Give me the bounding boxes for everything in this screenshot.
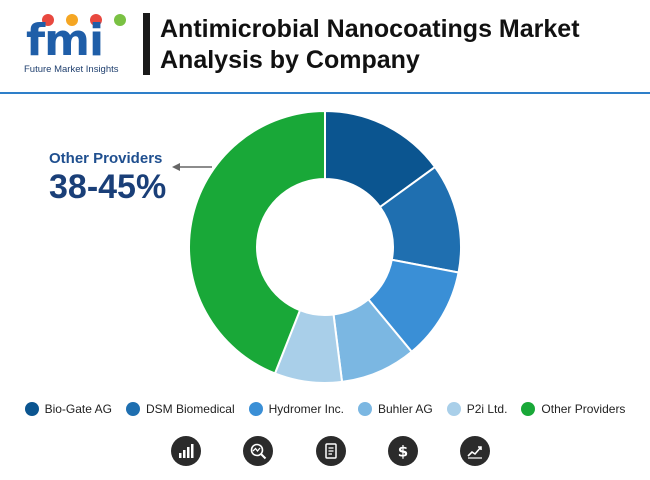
legend-label: Buhler AG <box>378 402 433 416</box>
legend-swatch <box>446 402 461 416</box>
footer-icon-row: $ <box>0 436 650 470</box>
title-accent-bar <box>143 13 150 75</box>
logo-dots-icon <box>32 14 128 28</box>
logo-tagline: Future Market Insights <box>24 64 119 75</box>
donut-slice-other-providers <box>188 109 326 375</box>
fmi-logo: fmi Future Market Insights <box>20 10 135 80</box>
callout-label: Other Providers <box>49 150 163 167</box>
legend-item: DSM Biomedical <box>125 402 235 416</box>
callout-value: 38-45% <box>49 168 167 206</box>
magnifier-chart-icon <box>243 436 273 466</box>
title-line-1: Antimicrobial Nanocoatings Market <box>160 15 580 43</box>
legend-swatch <box>358 402 372 416</box>
legend-item: Other Providers <box>521 402 625 416</box>
logo-letters: fmi <box>26 15 104 66</box>
legend-swatch <box>24 402 39 416</box>
svg-text:$: $ <box>398 443 408 461</box>
legend-item: Hydromer Inc. <box>248 402 344 416</box>
legend-item: Bio-Gate AG <box>24 402 112 416</box>
callout-arrow-head <box>172 163 180 171</box>
legend-swatch <box>125 402 140 416</box>
document-icon <box>316 436 346 466</box>
legend-item: Buhler AG <box>358 402 433 416</box>
legend-swatch <box>521 402 536 416</box>
legend-label: Hydromer Inc. <box>268 402 344 416</box>
trend-line-icon <box>460 436 490 466</box>
legend-swatch <box>248 402 263 416</box>
title-line-2: Analysis by Company <box>160 46 420 74</box>
legend-item: P2i Ltd. <box>446 402 508 416</box>
header-divider <box>0 92 650 94</box>
chart-legend: Bio-Gate AG DSM Biomedical Hydromer Inc. Bu… <box>0 398 650 420</box>
dollar-icon: $ <box>388 436 418 466</box>
donut-chart <box>172 109 462 384</box>
page-title: Antimicrobial Nanocoatings Market Analys… <box>160 14 630 76</box>
legend-label: Other Providers <box>541 402 626 416</box>
bar-chart-icon <box>171 436 201 466</box>
legend-label: Bio-Gate AG <box>44 402 112 416</box>
legend-label: P2i Ltd. <box>466 402 508 416</box>
header: fmi Future Market Insights Antimicrobial… <box>0 0 650 92</box>
legend-label: DSM Biomedical <box>145 402 235 416</box>
